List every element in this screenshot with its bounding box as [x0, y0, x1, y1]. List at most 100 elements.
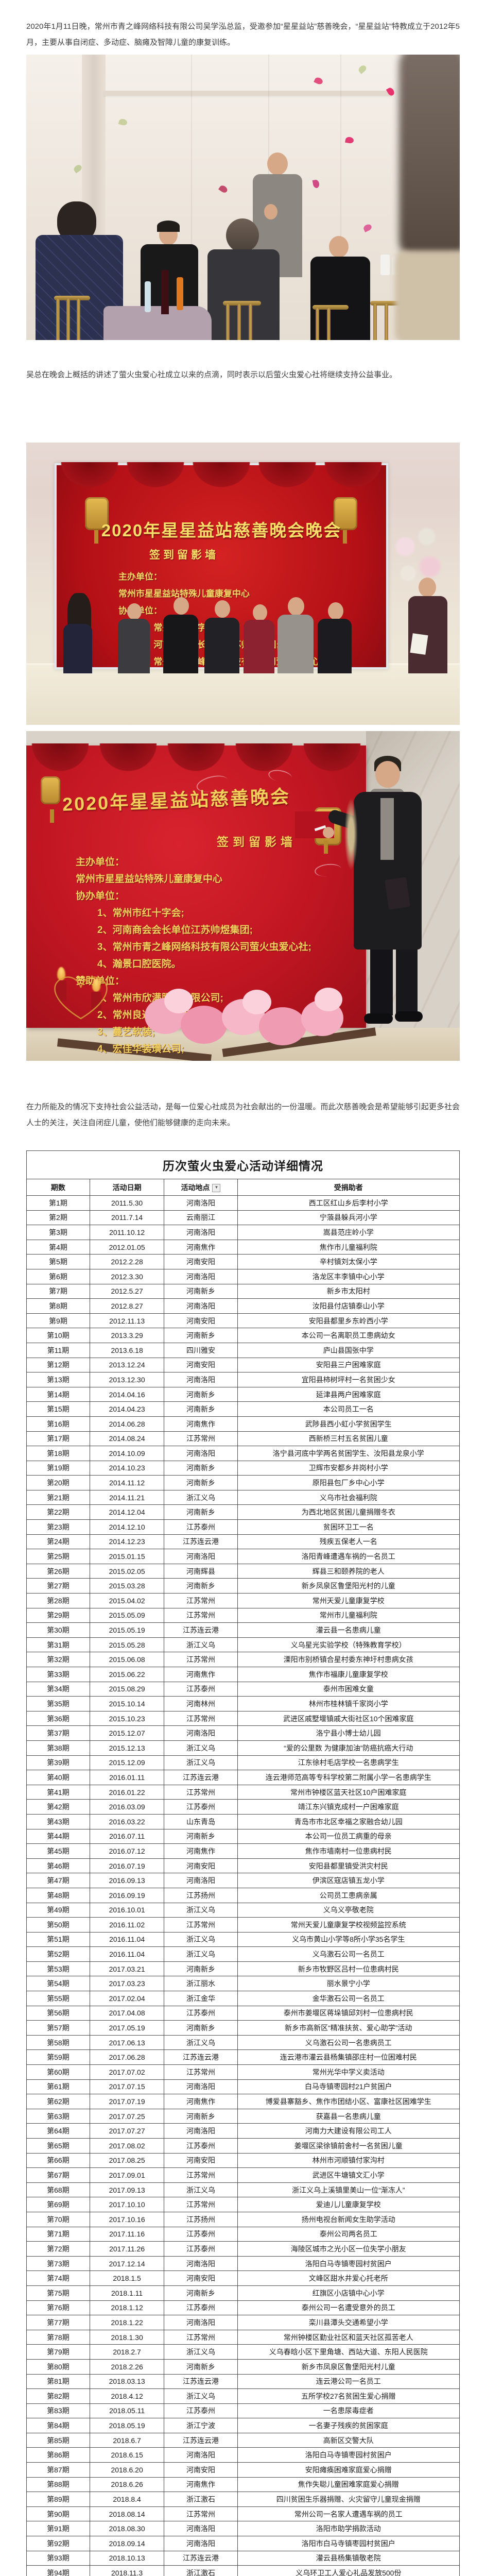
cell-location: 河南焦作 [164, 2094, 238, 2109]
cell-recipient: 获嘉县一名患病儿童 [237, 2108, 460, 2124]
cell-date: 2014.10.23 [89, 1460, 165, 1476]
host-paper [410, 633, 428, 655]
cell-date: 2012.3.30 [89, 1268, 165, 1284]
cell-location: 河南安阳 [164, 1254, 238, 1269]
petal [357, 64, 368, 74]
cell-recipient: 庐山县国张中学 [237, 1342, 460, 1358]
cell-date: 2017.12.14 [89, 2256, 165, 2272]
cell-recipient: 常州市钟楼区蓝天社区10户困难家庭 [237, 1784, 460, 1800]
table-row: 第15期 2014.04.23 河南新乡 本公司员工一名 [26, 1401, 460, 1417]
cell-date: 2018.6.7 [89, 2432, 165, 2448]
petal [73, 163, 83, 174]
cell-location: 浙江义乌 [164, 1931, 238, 1947]
filter-dropdown-icon[interactable]: ▼ [212, 1183, 221, 1192]
cell-recipient: 河南力大建设有限公司工人 [237, 2123, 460, 2139]
cell-date: 2018.1.11 [89, 2285, 165, 2301]
cell-location: 河南新乡 [164, 2020, 238, 2036]
table-row: 第57期 2017.05.19 河南新乡 新乡市高新区“精准扶贫、爱心助学”活动 [26, 2020, 460, 2036]
cell-location: 河南安阳 [164, 1313, 238, 1329]
cell-period: 第85期 [26, 2432, 90, 2448]
cell-period: 第23期 [26, 1519, 90, 1535]
cell-location: 浙江义乌 [164, 1637, 238, 1653]
table-row: 第20期 2014.11.12 河南新乡 原阳县包厂乡中心小学 [26, 1475, 460, 1490]
candle-flame-icon [57, 967, 65, 980]
table-row: 第76期 2018.1.12 江苏泰州 泰州公司一名遭受意外的员工 [26, 2300, 460, 2316]
cell-location: 江苏常州 [164, 1431, 238, 1447]
cell-period: 第83期 [26, 2403, 90, 2419]
foreground-person [399, 55, 460, 261]
table-row: 第25期 2015.01.15 河南洛阳 洛阳青峰遭遇车祸的一名员工 [26, 1549, 460, 1564]
cell-date: 2012.2.28 [89, 1254, 165, 1269]
cloud-ruffle [315, 988, 342, 1011]
cell-date: 2017.04.08 [89, 2005, 165, 2021]
cell-period: 第45期 [26, 1843, 90, 1859]
cell-date: 2018.1.30 [89, 2329, 165, 2345]
cell-date: 2017.09.13 [89, 2182, 165, 2198]
cell-location: 河南洛阳 [164, 1195, 238, 1211]
wall-panel-line [340, 55, 341, 340]
table-row: 第85期 2018.6.7 江苏连云港 高新区交警大队 [26, 2432, 460, 2448]
cell-recipient: 泰州市姜堰区蒋垛镇邱刘村一位患病村民 [237, 2005, 460, 2021]
cell-date: 2014.12.04 [89, 1504, 165, 1520]
cell-recipient: 江东徐村毛店学校一名患病学生 [237, 1755, 460, 1771]
cell-location: 河南安阳 [164, 1357, 238, 1373]
red-sign-board: 2020年星星益站慈善晚会 签到留影墙 主办单位： 常州市星星益站特殊儿童康复中… [26, 743, 366, 1055]
cell-recipient: 新乡市高新区“精准扶贫、爱心助学”活动 [237, 2020, 460, 2036]
table-row: 第55期 2017.02.04 浙江金华 金华激石公司一名员工 [26, 1991, 460, 2006]
cell-date: 2017.08.25 [89, 2153, 165, 2168]
cell-location: 河南新乡 [164, 1283, 238, 1299]
cell-recipient: 原阳县包厂乡中心小学 [237, 1475, 460, 1490]
man-head [375, 761, 400, 788]
cell-period: 第76期 [26, 2300, 90, 2316]
table-row: 第67期 2017.09.01 江苏常州 武进区牛塘镇文汇小学 [26, 2167, 460, 2183]
cell-period: 第59期 [26, 2049, 90, 2065]
cell-date: 2015.02.05 [89, 1563, 165, 1579]
cell-period: 第37期 [26, 1725, 90, 1741]
table-row: 第48期 2016.09.19 江苏扬州 公司员工患病亲属 [26, 1887, 460, 1903]
cell-date: 2015.08.29 [89, 1681, 165, 1697]
cell-period: 第48期 [26, 1887, 90, 1903]
cell-period: 第74期 [26, 2270, 90, 2286]
cell-location: 河南洛阳 [164, 2123, 238, 2139]
cell-date: 2016.11.04 [89, 1931, 165, 1947]
cup-stack [380, 255, 390, 275]
table-row: 第9期 2012.11.13 河南安阳 安阳县都里乡东岭西小学 [26, 1313, 460, 1329]
petal [362, 223, 373, 232]
cell-recipient: 白马寺镇枣园村21户贫困户 [237, 2079, 460, 2095]
cell-location: 山东青岛 [164, 1814, 238, 1829]
cell-period: 第51期 [26, 1931, 90, 1947]
cell-date: 2017.07.02 [89, 2064, 165, 2080]
cell-location: 河南洛阳 [164, 1298, 238, 1314]
cell-recipient: 四川贫困生乐器捐赠、火灾留守儿童现金捐赠 [237, 2492, 460, 2507]
table-row: 第63期 2017.07.25 河南新乡 获嘉县一名患病儿童 [26, 2108, 460, 2124]
cell-location: 浙江激石 [164, 2565, 238, 2576]
table-row: 第54期 2017.03.23 浙江丽水 丽水景宁小学 [26, 1976, 460, 1992]
wall-panel-line [191, 55, 192, 340]
table-row: 第80期 2018.2.26 河南新乡 新乡市凤泉区鲁堡阳光村儿童 [26, 2359, 460, 2375]
cell-location: 河南洛阳 [164, 2521, 238, 2537]
cell-location: 江苏常州 [164, 2197, 238, 2212]
intro-paragraph: 2020年1月11日晚，常州市青之峰网络科技有限公司吴学泓总监，受邀参加“星星益… [26, 22, 460, 47]
cell-date: 2014.10.09 [89, 1446, 165, 1461]
cell-location: 江苏泰州 [164, 2005, 238, 2021]
table-row: 第52期 2016.11.04 浙江义乌 义乌激石公司一名员工 [26, 1946, 460, 1962]
cell-date: 2011.10.12 [89, 1225, 165, 1240]
man-hand [323, 827, 334, 838]
cell-location: 江苏泰州 [164, 2226, 238, 2242]
cell-recipient: 焦作市墙南村一位患病村民 [237, 1843, 460, 1859]
cell-location: 河南焦作 [164, 1416, 238, 1432]
cell-date: 2016.01.11 [89, 1770, 165, 1785]
guest-head [329, 236, 349, 258]
cloud-ruffle [259, 1007, 306, 1045]
cell-location: 江苏泰州 [164, 2403, 238, 2419]
table-row: 第32期 2015.06.08 江苏常州 溧阳市别桥镇合星村委东神圩村患病女孩 [26, 1652, 460, 1667]
gold-chair [223, 301, 261, 306]
table-row: 第3期 2011.10.12 河南洛阳 嵩县范庄岭小学 [26, 1225, 460, 1240]
gold-chair [373, 304, 377, 340]
table-row: 第71期 2017.11.16 江苏泰州 泰州公司两名员工 [26, 2226, 460, 2242]
cell-location: 江苏连云港 [164, 2550, 238, 2566]
cell-date: 2018.2.7 [89, 2344, 165, 2360]
header-recipient: 受捐助者 [237, 1179, 460, 1196]
cell-date: 2013.6.18 [89, 1342, 165, 1358]
cell-period: 第34期 [26, 1681, 90, 1697]
